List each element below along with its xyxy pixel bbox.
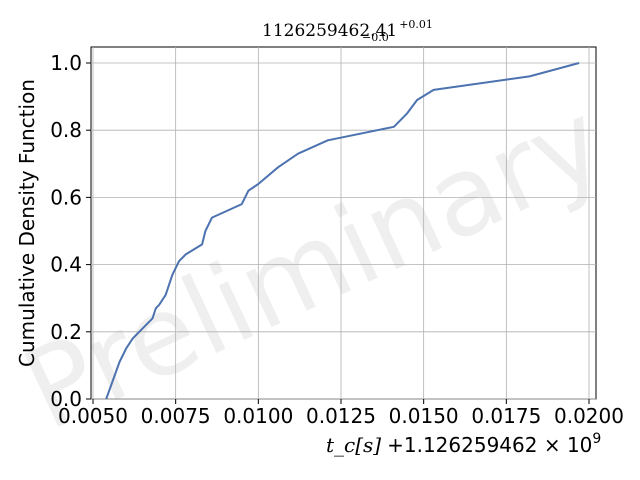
cdf-line (105, 62, 580, 400)
x-axis-exponent: 9 (592, 431, 601, 447)
grid (91, 47, 596, 400)
x-axis-label-var: t_c[s] (326, 433, 381, 457)
y-tick-label: 0.4 (50, 253, 82, 277)
y-tick-label: 0.6 (50, 185, 82, 209)
x-tick-label: 0.0100 (223, 404, 293, 428)
x-tick-label: 0.0175 (471, 404, 541, 428)
axis-ticks: 0.0050 0.0075 0.0100 0.0125 0.0150 0.0175 0.02… (50, 51, 624, 428)
x-axis-offset: +1.126259462 × 10 (387, 433, 592, 457)
watermark: Preliminary (5, 76, 622, 455)
x-tick-label: 0.0150 (389, 404, 459, 428)
y-tick-label: 0.8 (50, 118, 82, 142)
x-tick-label: 0.0075 (141, 404, 211, 428)
x-tick-label: 0.0200 (554, 404, 624, 428)
y-axis-label: Cumulative Density Function (15, 79, 39, 367)
x-tick-label: 0.0125 (306, 404, 376, 428)
y-tick-label: 0.2 (50, 320, 82, 344)
chart-title-value: 1126259462.41 (262, 21, 397, 41)
chart-title: 1126259462.41 +0.01 −0.0 (262, 18, 433, 44)
x-tick-label: 0.0050 (58, 404, 128, 428)
chart-title-upper: +0.01 (399, 18, 433, 31)
chart-title-lower: −0.0 (362, 31, 389, 44)
x-axis-label: t_c[s] +1.126259462 × 109 (326, 431, 601, 457)
y-tick-label: 0.0 (50, 387, 82, 411)
series-layer (105, 62, 580, 400)
y-tick-label: 1.0 (50, 51, 82, 75)
